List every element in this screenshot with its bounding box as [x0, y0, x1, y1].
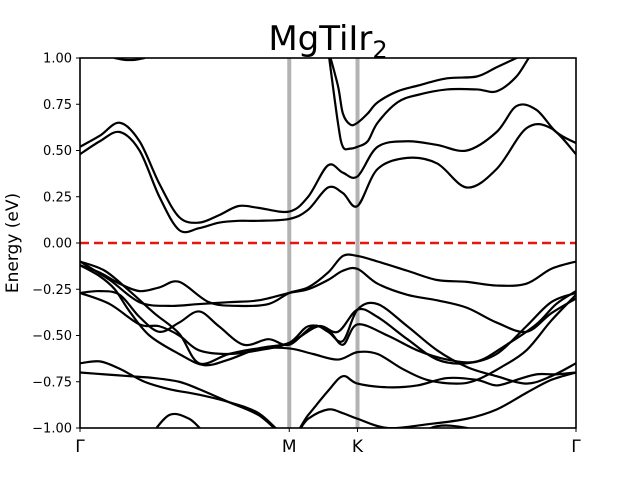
y-tick-label: 1.00	[43, 52, 72, 67]
x-tick-label: Γ	[75, 437, 85, 457]
y-tick-label: 0.50	[43, 144, 72, 159]
band-2	[80, 260, 576, 385]
band-9	[80, 123, 576, 234]
chart-title-subscript: 2	[372, 36, 387, 64]
y-tick-label: 0.25	[43, 190, 72, 205]
band-6	[80, 290, 576, 364]
band-4	[80, 360, 576, 428]
x-tick-label: Γ	[571, 437, 581, 457]
y-tick-label: 0.75	[43, 98, 72, 113]
y-tick-label: −1.00	[32, 422, 72, 437]
y-tick-label: −0.50	[32, 329, 72, 344]
y-axis-ticks: −1.00 −0.75 −0.50 −0.25 0.00 0.25 0.50 0.75 1.00	[32, 52, 80, 437]
band-12	[328, 58, 531, 151]
kpath-separators	[287, 58, 360, 428]
band-lines	[80, 58, 576, 428]
x-tick-label: K	[352, 437, 364, 457]
band-13	[113, 58, 146, 62]
band-14	[155, 412, 472, 428]
band-10	[80, 103, 576, 224]
y-axis-label: Energy (eV)	[3, 193, 23, 293]
band-7	[80, 253, 576, 308]
band-8	[80, 260, 576, 334]
y-tick-label: −0.75	[32, 375, 72, 390]
chart-title: MgTiIr2	[268, 19, 387, 64]
band-5	[80, 371, 576, 428]
y-tick-label: 0.00	[43, 237, 72, 252]
chart-title-main: MgTiIr	[268, 19, 372, 59]
y-tick-label: −0.25	[32, 283, 72, 298]
x-tick-label: M	[282, 437, 297, 457]
band-11	[329, 58, 520, 127]
